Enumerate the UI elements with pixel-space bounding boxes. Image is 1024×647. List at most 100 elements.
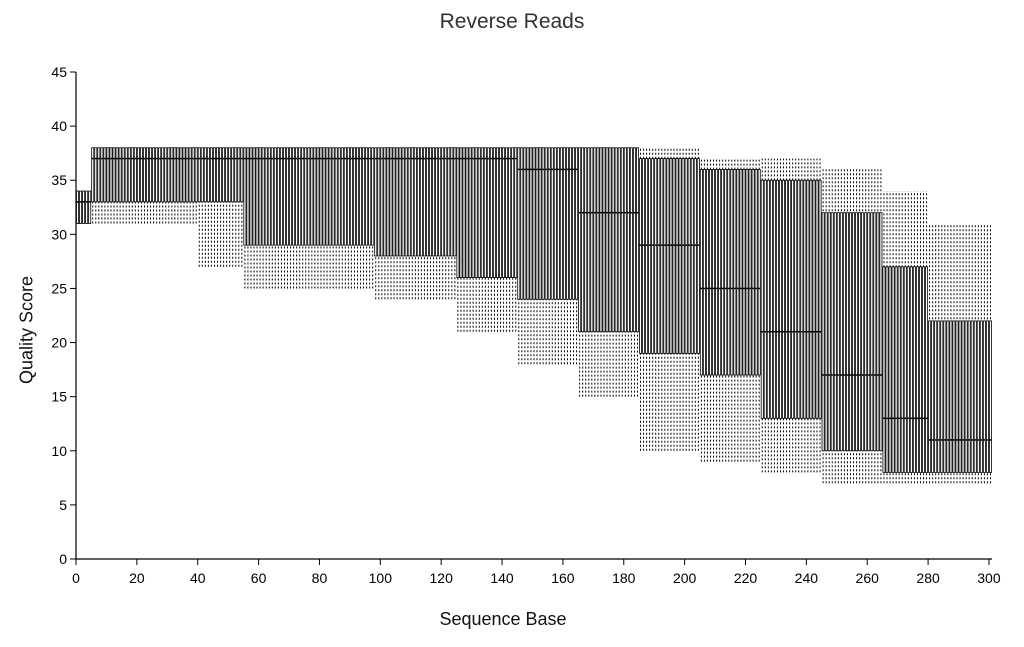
box-base-79 (313, 147, 317, 289)
iqr-box (751, 168, 755, 376)
box-base-273 (903, 191, 907, 484)
box-base-227 (763, 158, 767, 473)
iqr-box (596, 147, 600, 333)
box-base-110 (407, 147, 411, 300)
box-base-125 (453, 147, 457, 300)
iqr-box (821, 212, 825, 452)
boxes-layer (76, 147, 992, 484)
x-tick-label: 60 (251, 570, 267, 586)
iqr-box (678, 158, 682, 354)
box-base-44 (206, 147, 210, 267)
iqr-box (812, 179, 816, 419)
box-base-17 (124, 147, 128, 224)
box-base-224 (754, 158, 758, 462)
iqr-box (855, 212, 859, 452)
box-base-66 (273, 147, 277, 289)
iqr-box (143, 147, 146, 203)
box-base-262 (870, 169, 874, 484)
y-tick-label: 15 (51, 389, 67, 405)
box-base-184 (632, 147, 636, 397)
iqr-box (958, 320, 962, 473)
iqr-box (499, 147, 502, 279)
box-base-208 (705, 158, 709, 462)
iqr-box (456, 147, 460, 279)
iqr-box (398, 147, 402, 257)
box-base-221 (745, 158, 749, 462)
box-base-39 (191, 147, 195, 224)
x-tick-label: 140 (490, 570, 514, 586)
box-base-84 (328, 147, 332, 289)
box-base-118 (432, 147, 436, 300)
x-tick-label: 0 (72, 570, 80, 586)
iqr-box (569, 147, 572, 300)
iqr-box (182, 147, 186, 203)
iqr-box (261, 147, 265, 246)
iqr-box (861, 212, 865, 452)
box-base-173 (599, 147, 603, 397)
box-base-240 (803, 158, 807, 473)
box-base-179 (617, 147, 621, 397)
iqr-box (328, 147, 332, 246)
iqr-box (976, 320, 980, 473)
box-base-41 (197, 147, 201, 267)
iqr-box (931, 320, 935, 473)
box-base-252 (839, 169, 843, 484)
iqr-box (377, 147, 381, 257)
iqr-box (870, 212, 874, 452)
iqr-box (471, 147, 475, 279)
box-base-278 (919, 191, 922, 484)
iqr-box (566, 147, 569, 300)
box-base-60 (255, 147, 259, 289)
iqr-box (340, 147, 344, 246)
box-base-277 (915, 191, 919, 484)
box-base-285 (940, 223, 944, 484)
box-base-174 (602, 147, 606, 397)
iqr-box (389, 147, 393, 257)
iqr-box (76, 190, 79, 224)
box-base-247 (824, 169, 828, 484)
iqr-box (216, 147, 219, 203)
iqr-box (286, 147, 289, 246)
iqr-box (672, 158, 676, 354)
box-base-171 (593, 147, 597, 397)
iqr-box (544, 147, 548, 300)
iqr-box (803, 179, 807, 419)
iqr-box (979, 320, 983, 473)
iqr-box (395, 147, 399, 257)
y-tick-label: 35 (51, 172, 67, 188)
box-base-196 (669, 147, 673, 451)
box-base-59 (252, 147, 256, 289)
iqr-box (447, 147, 451, 257)
box-base-163 (569, 147, 572, 365)
iqr-box (611, 147, 615, 333)
box-base-296 (973, 223, 977, 484)
box-base-200 (681, 147, 685, 451)
iqr-box (578, 147, 582, 333)
box-base-76 (304, 147, 308, 289)
iqr-box (234, 147, 238, 203)
iqr-box (228, 147, 232, 203)
box-base-143 (508, 147, 512, 332)
box-base-204 (693, 147, 697, 451)
iqr-box (197, 147, 201, 203)
iqr-box (538, 147, 542, 300)
iqr-box (346, 147, 350, 246)
iqr-box (617, 147, 621, 333)
box-base-248 (827, 169, 831, 484)
box-base-53 (234, 147, 238, 267)
iqr-box (806, 179, 810, 419)
iqr-box (465, 147, 469, 279)
box-base-29 (161, 147, 165, 224)
box-base-199 (678, 147, 682, 451)
iqr-box (946, 320, 950, 473)
iqr-box (961, 320, 965, 473)
box-base-168 (584, 147, 588, 397)
iqr-box (200, 147, 204, 203)
box-base-148 (523, 147, 527, 365)
box-base-49 (222, 147, 226, 267)
box-base-73 (295, 147, 299, 289)
box-base-18 (127, 147, 131, 224)
iqr-box (313, 147, 317, 246)
box-base-216 (730, 158, 734, 462)
x-tick-label: 240 (795, 570, 819, 586)
